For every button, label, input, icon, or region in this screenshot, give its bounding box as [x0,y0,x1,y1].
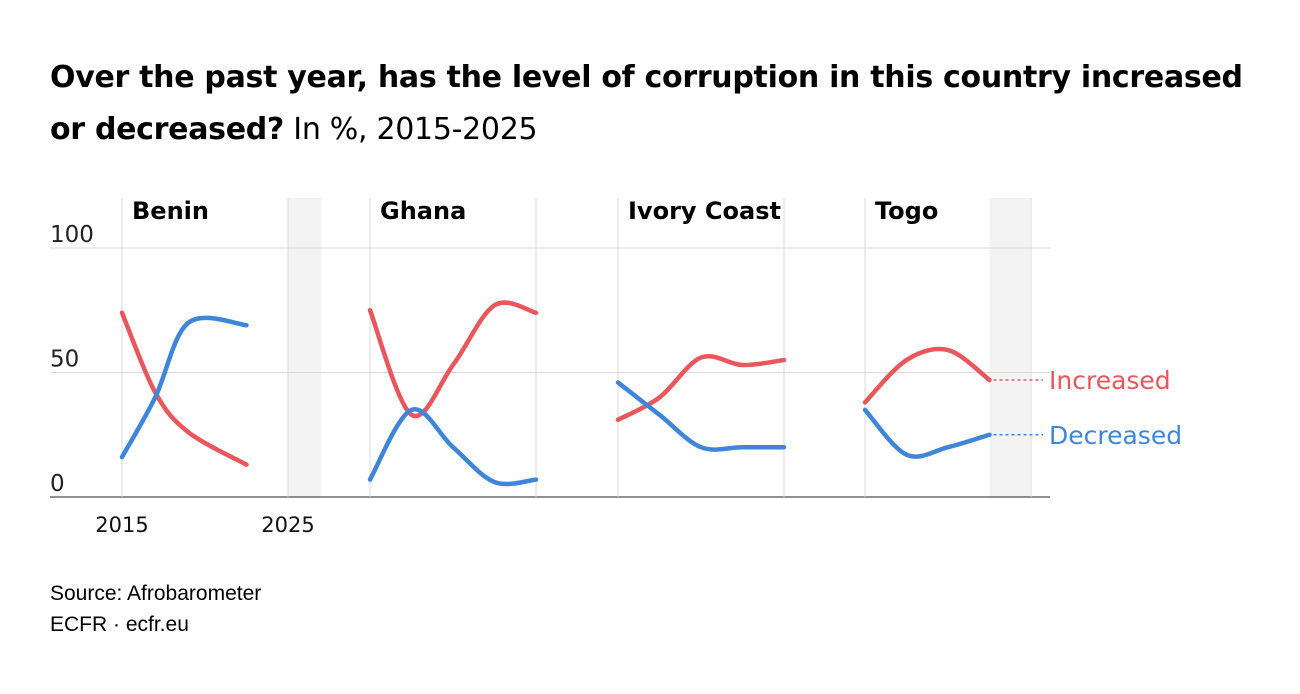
series-line-benin-increased [119,310,249,467]
series-line-ivory-coast-increased [615,354,787,423]
shade-benin [288,198,322,497]
panel-title-benin: Benin [132,197,209,225]
brand-credit: ECFR · ecfr.eu [50,613,189,636]
y-tick-label-0: 0 [50,471,65,497]
legend-label-decreased: Decreased [1049,421,1182,450]
panel-title-ivory-coast: Ivory Coast [628,197,781,225]
legend-label-increased: Increased [1049,366,1171,395]
x-tick-label-2015: 2015 [95,513,148,537]
y-tick-label-50: 50 [50,347,79,373]
series-line-ghana-increased [367,300,539,419]
series-line-togo-decreased [862,407,992,459]
chart-title-question: Over the past year, has the level of cor… [50,60,1243,147]
series-line-ivory-coast-decreased [615,380,787,452]
series-line-togo-increased [862,346,992,405]
chart-title-subtitle: In %, 2015-2025 [293,112,538,147]
x-tick-label-2025: 2025 [261,513,314,537]
series-line-benin-decreased [119,315,249,460]
chart-title: Over the past year, has the level of cor… [50,52,1250,156]
series-line-ghana-decreased [367,407,539,487]
panel-title-ghana: Ghana [380,197,466,225]
source-note: Source: Afrobarometer [50,582,262,605]
panel-title-togo: Togo [875,197,938,225]
shade-togo [989,198,1030,497]
y-tick-label-100: 100 [50,222,94,248]
